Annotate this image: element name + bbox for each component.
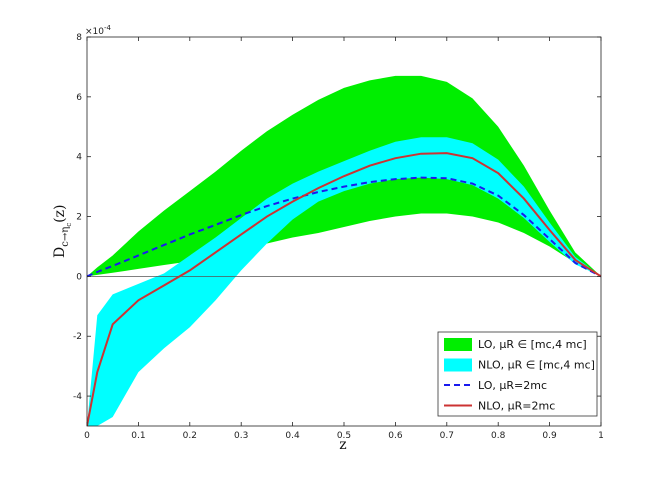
series-line-nlo	[87, 152, 601, 426]
x-tick-label: 0.7	[440, 431, 454, 441]
legend-label: LO, μR=2mc	[478, 379, 547, 392]
x-tick-label: 0	[84, 431, 90, 441]
exponent-label: ×10-4	[85, 24, 112, 37]
legend-label: LO, μR ∈ [mc,4 mc]	[478, 338, 587, 351]
legend-label: NLO, μR=2mc	[478, 400, 555, 413]
y-tick-label: -2	[73, 332, 82, 342]
x-tick-label: 0.3	[234, 431, 248, 441]
y-tick-label: 0	[76, 272, 82, 282]
plot-area	[87, 75, 601, 426]
y-tick-label: 2	[76, 213, 82, 223]
legend-swatch	[444, 338, 472, 351]
x-axis-label: z	[339, 437, 346, 453]
y-axis-label: Dc→ηc(z)	[52, 205, 73, 258]
x-tick-label: 0.8	[491, 431, 506, 441]
svg-text:Dc→ηc(z): Dc→ηc(z)	[52, 205, 73, 258]
x-tick-label: 0.6	[388, 431, 403, 441]
axes: 0 0.1 0.2 0.3 0.4 0.5 0.6 0.7 0.8 0.9 1 -4 -2 0 2 4 6 8	[73, 33, 604, 441]
x-tick-label: 1	[598, 431, 604, 441]
x-tick-label: 0.2	[183, 431, 197, 441]
y-tick-label: 4	[76, 153, 82, 163]
y-tick-label: 6	[76, 93, 82, 103]
band-nlo	[87, 137, 601, 426]
legend-label: NLO, μR ∈ [mc,4 mc]	[478, 359, 595, 372]
plot-content	[87, 75, 601, 426]
y-tick-label: -4	[73, 392, 82, 402]
legend-swatch	[444, 358, 472, 372]
x-tick-label: 0.9	[542, 431, 557, 441]
legend: LO, μR ∈ [mc,4 mc] NLO, μR ∈ [mc,4 mc] LO,…	[437, 331, 598, 417]
x-tick-label: 0.4	[285, 431, 300, 441]
x-tick-label: 0.1	[131, 431, 145, 441]
x-tick-label: 0.5	[337, 431, 351, 441]
y-tick-label: 8	[76, 33, 82, 43]
